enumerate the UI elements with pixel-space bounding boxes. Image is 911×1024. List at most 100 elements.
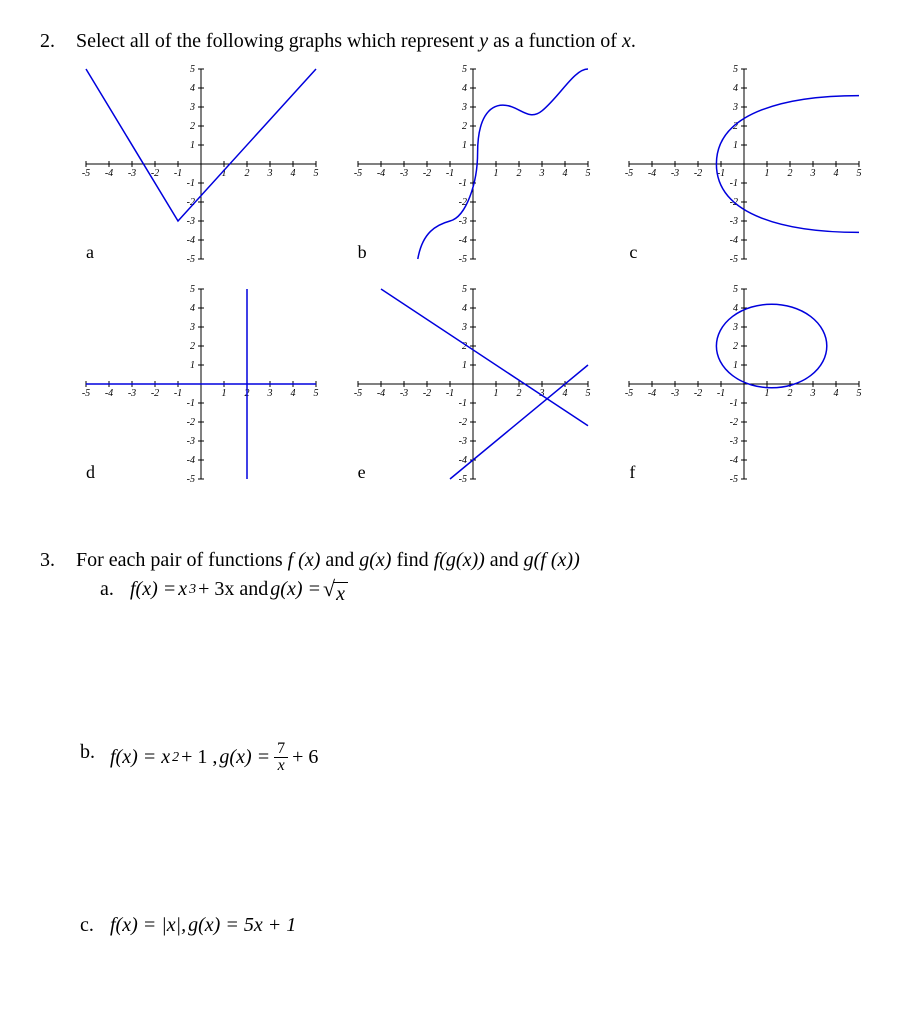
- svg-text:1: 1: [222, 388, 227, 399]
- svg-text:5: 5: [857, 168, 862, 179]
- svg-text:1: 1: [190, 360, 195, 371]
- svg-text:2: 2: [462, 121, 467, 132]
- svg-text:5: 5: [314, 168, 319, 179]
- q3b-num: 7: [274, 741, 288, 758]
- svg-text:-1: -1: [730, 178, 738, 189]
- svg-text:-5: -5: [82, 388, 90, 399]
- svg-text:3: 3: [732, 322, 738, 333]
- svg-text:-1: -1: [174, 168, 182, 179]
- q3b-flhs: f(x) = x: [110, 746, 170, 769]
- svg-text:-2: -2: [422, 168, 430, 179]
- graph-a-svg: -5-4-3-2-112345-5-4-3-2-112345: [76, 59, 326, 269]
- svg-text:3: 3: [810, 168, 816, 179]
- svg-text:4: 4: [291, 168, 296, 179]
- svg-text:3: 3: [538, 168, 544, 179]
- svg-text:-5: -5: [625, 388, 633, 399]
- svg-text:-1: -1: [187, 178, 195, 189]
- svg-text:4: 4: [291, 388, 296, 399]
- svg-text:1: 1: [462, 360, 467, 371]
- svg-text:-5: -5: [458, 474, 466, 485]
- svg-text:-3: -3: [671, 388, 679, 399]
- svg-text:3: 3: [810, 388, 816, 399]
- sqrt-icon: √ x: [323, 579, 348, 601]
- svg-text:2: 2: [788, 168, 793, 179]
- svg-text:-2: -2: [458, 417, 466, 428]
- svg-text:-2: -2: [730, 417, 738, 428]
- svg-text:3: 3: [189, 322, 195, 333]
- svg-text:1: 1: [493, 168, 498, 179]
- svg-text:-3: -3: [187, 216, 195, 227]
- q3-part-b: b. f(x) = x2 + 1 , g(x) = 7 x + 6: [80, 741, 871, 774]
- graph-f-svg: -5-4-3-2-112345-5-4-3-2-112345: [619, 279, 869, 489]
- q2-prompt-pre: Select all of the following graphs which…: [76, 30, 479, 52]
- q3b-glhs: g(x) =: [219, 746, 270, 769]
- svg-text:3: 3: [461, 322, 467, 333]
- q3a-radicand: x: [333, 582, 348, 601]
- svg-text:2: 2: [516, 168, 521, 179]
- q2-prompt-end: .: [631, 30, 636, 52]
- svg-text:2: 2: [516, 388, 521, 399]
- svg-text:4: 4: [834, 168, 839, 179]
- svg-text:3: 3: [267, 388, 273, 399]
- svg-text:-1: -1: [445, 168, 453, 179]
- svg-text:1: 1: [765, 388, 770, 399]
- svg-text:5: 5: [314, 388, 319, 399]
- q3-and1: and: [320, 549, 359, 571]
- svg-text:-5: -5: [353, 388, 361, 399]
- svg-text:4: 4: [190, 83, 195, 94]
- svg-text:-4: -4: [648, 168, 656, 179]
- svg-text:5: 5: [857, 388, 862, 399]
- svg-text:-2: -2: [694, 388, 702, 399]
- q3-and2: and: [485, 549, 524, 571]
- graph-a-label: a: [86, 242, 94, 263]
- q3-prompt: For each pair of functions f (x) and g(x…: [76, 549, 580, 572]
- svg-text:-3: -3: [671, 168, 679, 179]
- graph-b: -5-4-3-2-112345-5-4-3-2-112345 b: [348, 59, 600, 269]
- svg-text:5: 5: [462, 284, 467, 295]
- q3-gx: g(x): [359, 549, 391, 571]
- svg-text:4: 4: [462, 303, 467, 314]
- q2-prompt: Select all of the following graphs which…: [76, 30, 636, 53]
- graph-d-label: d: [86, 462, 95, 483]
- svg-text:5: 5: [190, 64, 195, 75]
- svg-text:2: 2: [190, 121, 195, 132]
- q3-mid: find: [391, 549, 433, 571]
- svg-text:-1: -1: [174, 388, 182, 399]
- q3-part-a: a. f(x) = x3 + 3x and g(x) = √ x: [100, 578, 871, 601]
- svg-text:-2: -2: [694, 168, 702, 179]
- graph-d: -5-4-3-2-112345-5-4-3-2-112345 d: [76, 279, 328, 489]
- svg-text:-5: -5: [730, 474, 738, 485]
- svg-text:-1: -1: [458, 398, 466, 409]
- svg-text:-4: -4: [458, 235, 466, 246]
- graph-a: -5-4-3-2-112345-5-4-3-2-112345 a: [76, 59, 328, 269]
- svg-text:1: 1: [462, 140, 467, 151]
- q2-number: 2.: [40, 30, 76, 53]
- svg-text:-2: -2: [187, 417, 195, 428]
- graph-grid: -5 -4 -3 -2 -1 1 2 3 4 5 -5 -4 -3 -2 -1 1 2 3 4 5 a -5 -4 -3 -…: [76, 59, 871, 489]
- q3c-expression: f(x) = |x|, g(x) = 5x + 1: [110, 914, 296, 937]
- svg-text:-4: -4: [458, 455, 466, 466]
- q3-gfx: g(f (x)): [524, 549, 580, 571]
- svg-text:-5: -5: [625, 168, 633, 179]
- svg-text:5: 5: [733, 64, 738, 75]
- q3a-tail: + 3x and: [198, 578, 268, 601]
- graph-c-svg: -5-4-3-2-112345-5-4-3-2-112345: [619, 59, 869, 269]
- q3-number: 3.: [40, 549, 76, 572]
- q3a-exp: 3: [189, 582, 196, 598]
- svg-text:-3: -3: [128, 388, 136, 399]
- graph-f: -5-4-3-2-112345-5-4-3-2-112345 f: [619, 279, 871, 489]
- q3-fx: f (x): [288, 549, 321, 571]
- svg-text:3: 3: [461, 102, 467, 113]
- q3a-base: x: [178, 578, 187, 601]
- q3b-exp: 2: [172, 750, 179, 766]
- svg-text:4: 4: [834, 388, 839, 399]
- q3b-label: b.: [80, 741, 110, 764]
- svg-text:-3: -3: [458, 436, 466, 447]
- svg-text:-2: -2: [151, 388, 159, 399]
- svg-text:4: 4: [190, 303, 195, 314]
- svg-text:-4: -4: [730, 235, 738, 246]
- q3c-g: g(x) = 5x + 1: [188, 914, 296, 937]
- q3a-label: a.: [100, 578, 130, 601]
- q2-y: y: [479, 30, 488, 52]
- q3b-den: x: [275, 758, 288, 774]
